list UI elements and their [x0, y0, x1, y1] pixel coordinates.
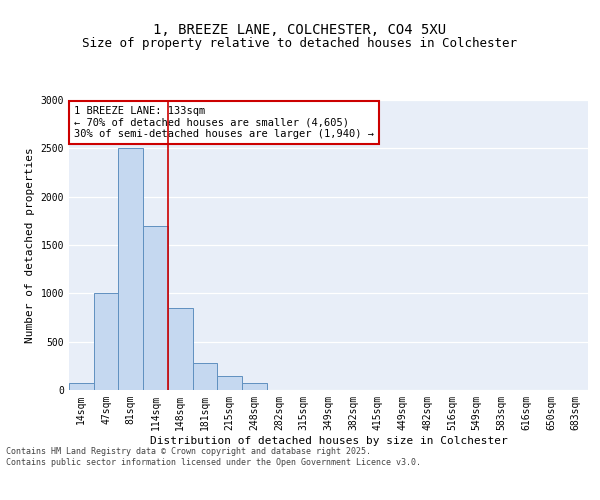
- Text: 1, BREEZE LANE, COLCHESTER, CO4 5XU: 1, BREEZE LANE, COLCHESTER, CO4 5XU: [154, 22, 446, 36]
- Text: Size of property relative to detached houses in Colchester: Size of property relative to detached ho…: [83, 38, 517, 51]
- Bar: [118, 148, 143, 390]
- Bar: [217, 376, 242, 390]
- Text: Contains HM Land Registry data © Crown copyright and database right 2025.
Contai: Contains HM Land Registry data © Crown c…: [6, 448, 421, 467]
- Bar: [193, 363, 217, 390]
- Bar: [242, 383, 267, 390]
- Bar: [168, 308, 193, 390]
- Bar: [69, 383, 94, 390]
- Text: 1 BREEZE LANE: 133sqm
← 70% of detached houses are smaller (4,605)
30% of semi-d: 1 BREEZE LANE: 133sqm ← 70% of detached …: [74, 106, 374, 139]
- Bar: [143, 226, 168, 390]
- X-axis label: Distribution of detached houses by size in Colchester: Distribution of detached houses by size …: [149, 436, 508, 446]
- Bar: [94, 294, 118, 390]
- Y-axis label: Number of detached properties: Number of detached properties: [25, 147, 35, 343]
